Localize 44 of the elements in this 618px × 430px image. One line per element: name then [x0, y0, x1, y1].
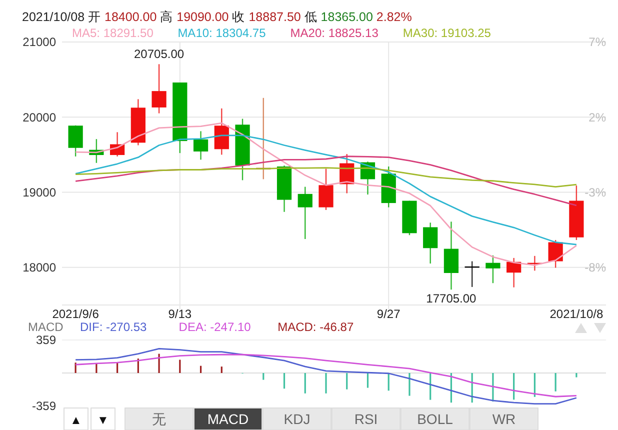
x-tick-label: 9/27 — [376, 307, 401, 321]
y-tick-label: 18000 — [22, 260, 56, 275]
candlestick — [68, 124, 83, 158]
y2-tick-label: 7% — [588, 35, 606, 50]
text: MA30: 19103.25 — [402, 26, 492, 40]
y-tick-label: 21000 — [22, 35, 56, 50]
text: WR — [492, 411, 516, 427]
candlestick — [548, 239, 563, 268]
y-tick-label: 19000 — [22, 185, 56, 200]
candlestick — [193, 130, 208, 160]
candlestick — [214, 108, 229, 156]
series-label: DEA: -247.10 — [178, 320, 252, 334]
y2-tick-label: -3% — [584, 185, 606, 200]
candlestick — [318, 168, 334, 211]
text: MA20: 18825.13 — [290, 26, 379, 40]
x-tick-label: 2021/10/8 — [550, 307, 604, 321]
text: MA5: 18291.50 — [72, 26, 154, 40]
line-series — [74, 348, 578, 404]
text: 无 — [152, 411, 166, 427]
candlestick — [486, 254, 500, 284]
annotation: 20705.00 — [134, 47, 184, 62]
text: ▲ — [70, 413, 82, 427]
y-tick-label: -359 — [32, 399, 56, 414]
text: ▼ — [97, 413, 109, 427]
text: 2021/10/08 开 18400.00 高 19090.00 收 18887.50 低 18365.00 2.82% — [22, 10, 412, 24]
series-label: DIF: -270.53 — [80, 320, 148, 334]
x-tick-label: 2021/9/6 — [52, 307, 100, 321]
y2-tick-label: 2% — [588, 110, 606, 124]
candlestick — [423, 222, 438, 264]
candlestick — [152, 64, 166, 114]
y-tick-label: 359 — [36, 333, 56, 348]
annotation: 17705.00 — [426, 292, 477, 306]
x-tick-label: 9/13 — [168, 307, 192, 321]
text: RSI — [354, 411, 378, 427]
line-series — [74, 354, 578, 398]
text: KDJ — [284, 411, 310, 427]
text: BOLL — [417, 411, 454, 427]
candlestick — [298, 186, 312, 240]
text: MACD — [207, 411, 249, 427]
text: MA10: 18304.75 — [178, 26, 266, 40]
chart-title: MACD — [28, 320, 64, 334]
y2-tick-label: -8% — [584, 260, 606, 275]
text: MACD: -46.87 — [278, 320, 354, 334]
y-tick-label: 20000 — [22, 110, 56, 124]
